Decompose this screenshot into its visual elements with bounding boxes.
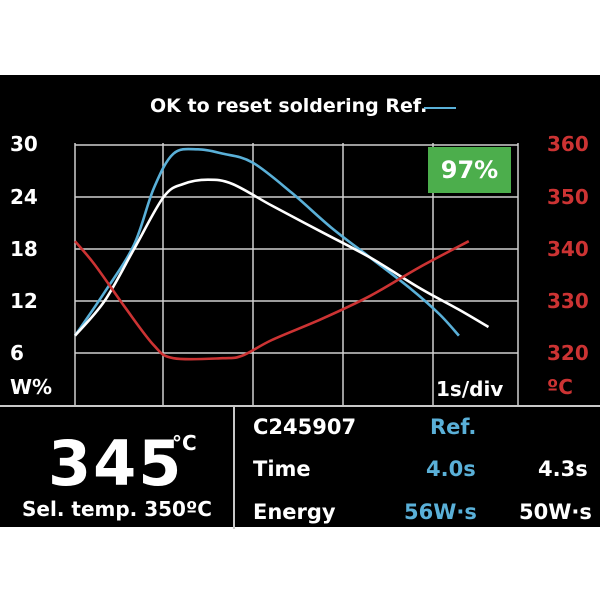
plot-svg bbox=[73, 143, 519, 405]
selected-temperature: Sel. temp. 350ºC bbox=[22, 497, 212, 521]
tip-id: C245907 bbox=[253, 415, 357, 439]
ref-series-line bbox=[73, 147, 460, 337]
time-ref-value: 4.0s bbox=[426, 457, 476, 481]
right-axis-unit: ºC bbox=[547, 375, 573, 399]
series-lines bbox=[73, 147, 490, 361]
time-scale-label: 1s/div bbox=[436, 377, 504, 401]
right-tick-330: 330 bbox=[547, 289, 589, 313]
time-label: Time bbox=[253, 457, 311, 481]
right-tick-340: 340 bbox=[547, 237, 589, 261]
right-tick-350: 350 bbox=[547, 185, 589, 209]
chart-area: OK to reset soldering Ref. 97% 30 24 18 … bbox=[0, 75, 600, 405]
ref-column-header: Ref. bbox=[430, 415, 477, 439]
left-axis-unit: W% bbox=[10, 375, 53, 399]
left-tick-18: 18 bbox=[10, 237, 38, 261]
panel-divider bbox=[233, 407, 235, 529]
energy-label: Energy bbox=[253, 500, 336, 524]
energy-ref-value: 56W·s bbox=[404, 500, 477, 524]
left-tick-6: 6 bbox=[10, 341, 24, 365]
progress-badge: 97% bbox=[428, 147, 511, 193]
current-temperature: 345 bbox=[48, 427, 184, 500]
right-tick-360: 360 bbox=[547, 132, 589, 156]
readout-panel: 345 °C Sel. temp. 350ºC C245907 Ref. Tim… bbox=[0, 405, 600, 529]
temperature-unit: °C bbox=[172, 431, 197, 455]
legend-label: OK to reset soldering Ref. bbox=[150, 95, 428, 117]
left-tick-12: 12 bbox=[10, 289, 38, 313]
left-tick-30: 30 bbox=[10, 132, 38, 156]
temperature-series-line bbox=[74, 240, 470, 361]
power-series-line bbox=[74, 178, 490, 337]
energy-value: 50W·s bbox=[519, 500, 592, 524]
legend-swatch-line bbox=[424, 107, 456, 109]
time-value: 4.3s bbox=[538, 457, 588, 481]
station-screen: OK to reset soldering Ref. 97% 30 24 18 … bbox=[0, 75, 600, 529]
right-tick-320: 320 bbox=[547, 341, 589, 365]
left-tick-24: 24 bbox=[10, 185, 38, 209]
grid-lines bbox=[74, 143, 519, 405]
